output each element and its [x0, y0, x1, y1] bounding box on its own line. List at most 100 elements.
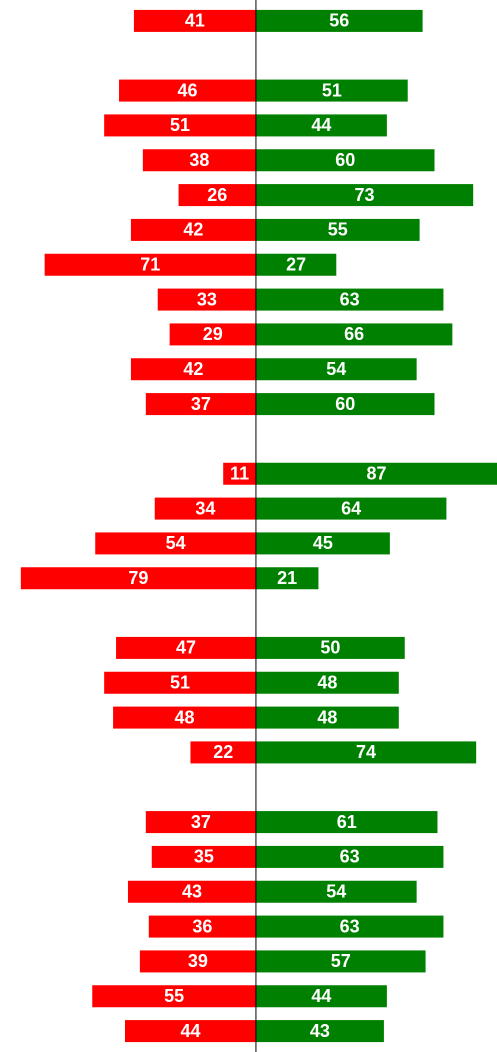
bar [255, 288, 444, 311]
value-label: 60 [335, 150, 355, 170]
value-label: 44 [311, 986, 331, 1006]
value-label: 51 [170, 115, 190, 135]
bar [142, 149, 256, 172]
value-label: 42 [183, 359, 203, 379]
bar [255, 880, 417, 903]
value-label: 50 [320, 638, 340, 658]
bar [255, 741, 477, 764]
value-label: 79 [128, 568, 148, 588]
bar [255, 184, 474, 207]
bar [44, 253, 256, 276]
bar [133, 9, 256, 32]
value-label: 37 [191, 812, 211, 832]
value-label: 66 [344, 324, 364, 344]
bar [255, 567, 319, 590]
bar [95, 532, 256, 555]
bar [119, 79, 256, 102]
value-label: 36 [192, 916, 212, 936]
value-label: 51 [170, 673, 190, 693]
bar [255, 462, 497, 485]
bar [255, 149, 435, 172]
bar [255, 323, 453, 346]
value-label: 33 [197, 289, 217, 309]
bar [130, 358, 256, 381]
bar [139, 950, 256, 973]
value-label: 34 [195, 498, 215, 518]
value-label: 63 [340, 289, 360, 309]
value-label: 74 [356, 742, 376, 762]
bar [255, 985, 387, 1008]
value-label: 87 [366, 464, 386, 484]
bar [104, 114, 256, 137]
value-label: 44 [311, 115, 331, 135]
bar [255, 1020, 384, 1043]
value-label: 48 [174, 707, 194, 727]
value-label: 22 [213, 742, 233, 762]
value-label: 45 [313, 533, 333, 553]
bar [255, 845, 444, 868]
bar [255, 393, 435, 416]
value-label: 39 [188, 951, 208, 971]
bar [145, 393, 256, 416]
value-label: 27 [286, 255, 306, 275]
bar [124, 1020, 256, 1043]
value-label: 64 [341, 498, 361, 518]
value-label: 54 [326, 882, 346, 902]
bar [255, 79, 408, 102]
value-label: 43 [182, 882, 202, 902]
value-label: 42 [183, 220, 203, 240]
bar [255, 218, 420, 241]
bar [190, 741, 256, 764]
bar [223, 462, 256, 485]
bar [255, 114, 387, 137]
bar [113, 706, 256, 729]
value-label: 48 [317, 707, 337, 727]
value-label: 38 [189, 150, 209, 170]
value-label: 73 [355, 185, 375, 205]
value-label: 54 [326, 359, 346, 379]
value-label: 51 [322, 80, 342, 100]
value-label: 47 [176, 638, 196, 658]
value-label: 56 [329, 11, 349, 31]
value-label: 41 [185, 11, 205, 31]
value-label: 55 [164, 986, 184, 1006]
bar [127, 880, 256, 903]
value-label: 55 [328, 220, 348, 240]
value-label: 54 [166, 533, 186, 553]
bar [116, 636, 256, 659]
value-label: 44 [180, 1021, 200, 1041]
value-label: 35 [194, 847, 214, 867]
bar [255, 497, 447, 520]
bar [255, 915, 444, 938]
value-label: 43 [310, 1021, 330, 1041]
bar [157, 288, 256, 311]
bar [145, 811, 256, 834]
value-label: 71 [140, 255, 160, 275]
value-label: 26 [207, 185, 227, 205]
value-label: 61 [337, 812, 357, 832]
value-label: 48 [317, 673, 337, 693]
bar [255, 706, 399, 729]
value-label: 46 [177, 80, 197, 100]
bar [148, 915, 256, 938]
value-label: 63 [340, 916, 360, 936]
value-label: 11 [230, 464, 249, 484]
value-label: 29 [203, 324, 223, 344]
bar [255, 9, 423, 32]
bar [92, 985, 256, 1008]
value-label: 63 [340, 847, 360, 867]
value-label: 60 [335, 394, 355, 414]
bar [20, 567, 256, 590]
value-label: 57 [331, 951, 351, 971]
bar [104, 671, 256, 694]
bar [154, 497, 256, 520]
value-label: 21 [277, 568, 297, 588]
bar [130, 218, 256, 241]
bar [255, 532, 390, 555]
bar [255, 636, 405, 659]
bar [255, 358, 417, 381]
bar [255, 811, 438, 834]
bar [255, 253, 337, 276]
bar [169, 323, 256, 346]
